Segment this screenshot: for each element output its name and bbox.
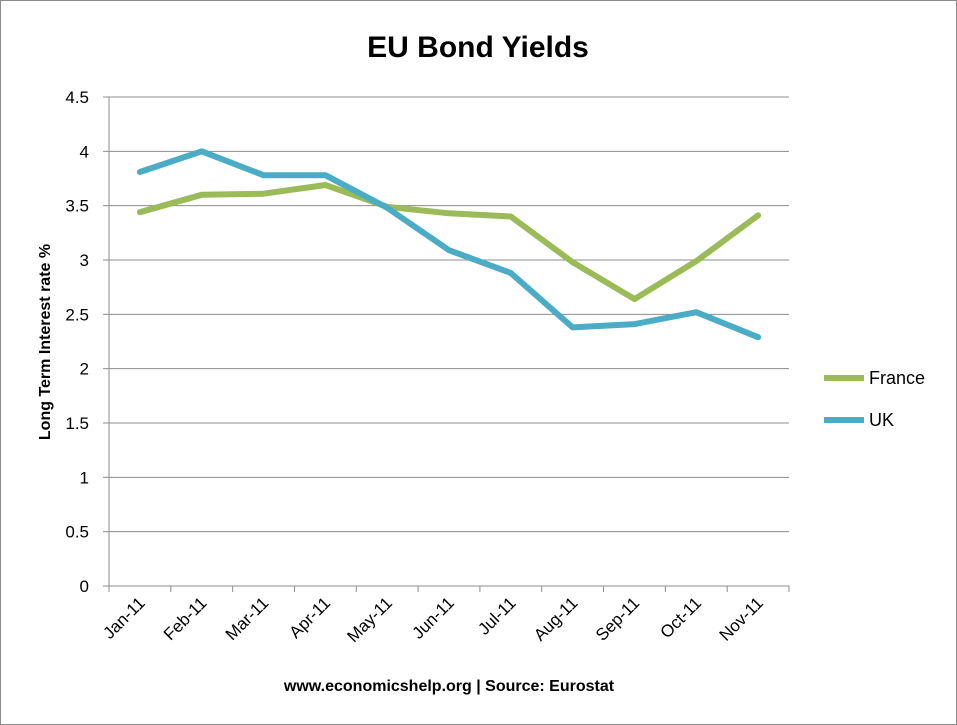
y-axis-label: Long Term Interest rate % — [37, 244, 54, 440]
y-tick-label: 3.5 — [65, 197, 89, 216]
x-tick-label: Feb-11 — [160, 593, 211, 644]
legend: France UK — [824, 368, 925, 430]
y-tick-label: 3 — [80, 251, 89, 270]
data-series — [136, 148, 762, 341]
y-tick-label: 1.5 — [65, 414, 89, 433]
x-tick-label: Sep-11 — [592, 593, 643, 644]
x-tick-label: Nov-11 — [716, 593, 767, 644]
x-axis-label: www.economicshelp.org | Source: Eurostat — [283, 678, 615, 695]
y-tick-label: 2.5 — [65, 305, 89, 324]
y-tick-label: 2 — [80, 360, 89, 379]
series-line-uk — [136, 148, 762, 341]
x-tick-label: Aug-11 — [530, 593, 581, 644]
y-axis-ticks: 0 0.5 1 1.5 2 2.5 3 3.5 4 4.5 — [65, 88, 89, 596]
x-tick-label: Oct-11 — [656, 593, 705, 642]
chart-title: EU Bond Yields — [367, 31, 589, 64]
x-tick-label: Jan-11 — [99, 593, 148, 642]
y-tick-label: 0 — [80, 577, 89, 596]
x-tick-label: Jun-11 — [409, 593, 458, 642]
x-axis-ticks: Jan-11 Feb-11 Mar-11 Apr-11 May-11 Jun-11 Jul-… — [99, 593, 766, 646]
series-line-france — [136, 182, 762, 303]
y-tick-label: 0.5 — [65, 523, 89, 542]
x-tick-label: May-11 — [343, 593, 396, 646]
y-tick-label: 4 — [80, 142, 89, 161]
x-tick-label: Apr-11 — [286, 593, 335, 642]
legend-label-uk: UK — [869, 410, 894, 430]
y-tick-label: 4.5 — [65, 88, 89, 107]
legend-label-france: France — [869, 368, 925, 388]
grid-lines — [103, 96, 790, 592]
x-tick-label: Mar-11 — [222, 593, 273, 644]
x-tick-label: Jul-11 — [474, 593, 519, 638]
y-tick-label: 1 — [80, 468, 89, 487]
